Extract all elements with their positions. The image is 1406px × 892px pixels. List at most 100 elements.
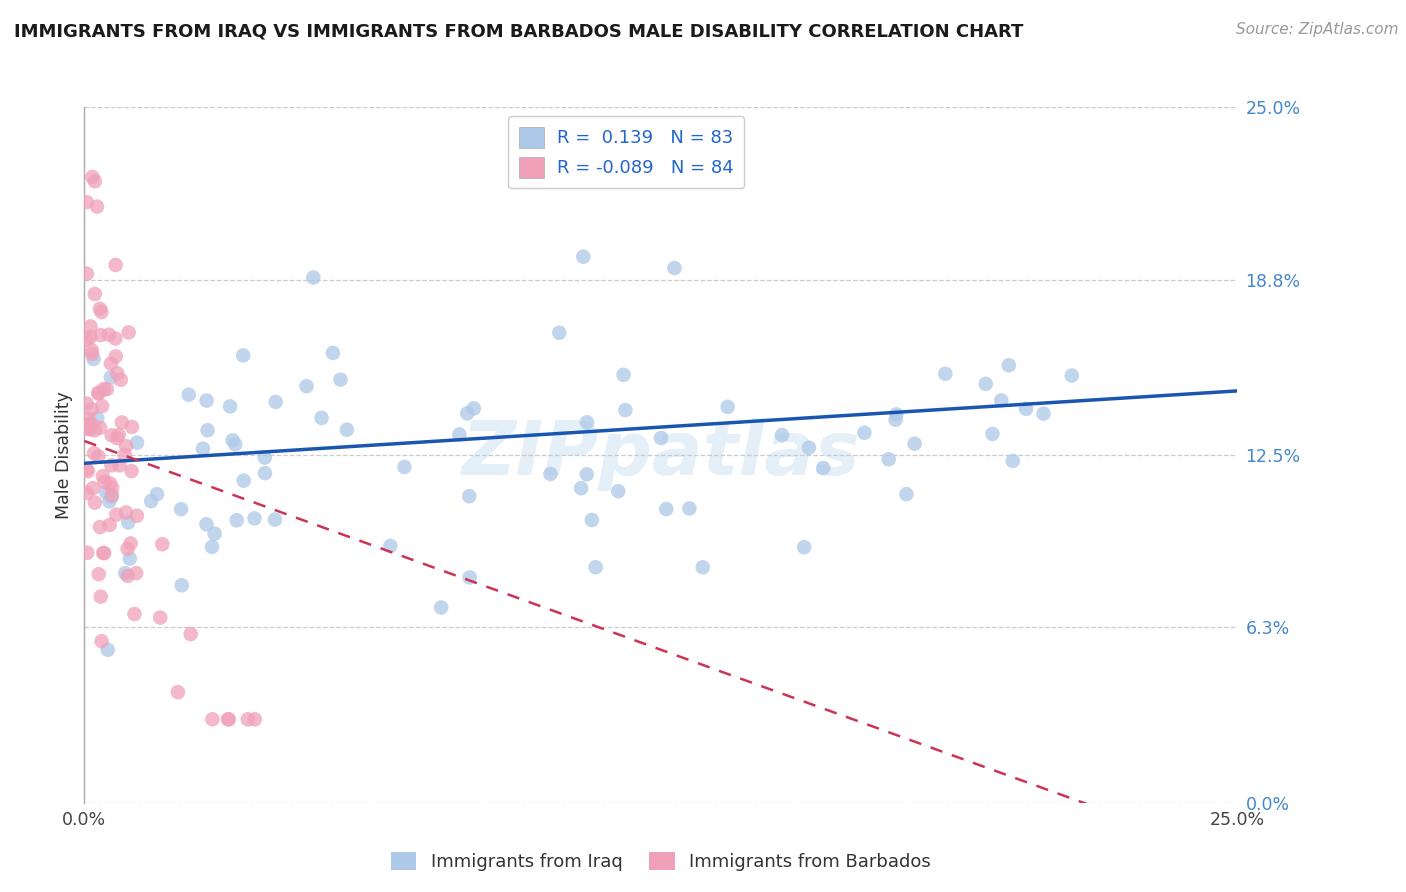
Point (217, 712, 239, 726)
Point (89, 301, 111, 316)
Point (322, 346, 344, 360)
Point (201, 540, 224, 554)
Point (115, 439, 138, 453)
Point (77, 464, 100, 478)
Point (89, 520, 111, 534)
Point (105, 508, 128, 522)
Point (114, 448, 136, 462)
Point (87, 567, 110, 582)
Point (76, 462, 98, 476)
Point (80, 343, 103, 358)
Point (177, 388, 200, 402)
Point (990, 393, 1012, 408)
Point (87, 385, 110, 400)
Text: ZIPpatlas: ZIPpatlas (461, 418, 860, 491)
Point (253, 466, 276, 480)
Point (139, 494, 162, 508)
Point (125, 508, 148, 523)
Point (664, 261, 686, 276)
Point (83, 174, 105, 188)
Point (86, 200, 108, 214)
Point (167, 685, 190, 699)
Point (195, 517, 218, 532)
Point (225, 513, 247, 527)
Point (197, 423, 219, 437)
Point (264, 513, 287, 527)
Point (170, 502, 193, 516)
Point (104, 350, 127, 364)
Point (101, 481, 124, 495)
Point (76, 486, 98, 500)
Point (115, 506, 138, 520)
Point (884, 413, 907, 427)
Point (195, 393, 218, 408)
Point (76, 333, 98, 347)
Point (585, 560, 607, 574)
Point (575, 415, 598, 429)
Point (264, 395, 287, 409)
Point (93, 546, 115, 560)
Point (93, 382, 115, 396)
Point (311, 411, 333, 425)
Point (107, 428, 129, 442)
Point (82, 481, 104, 495)
Point (678, 501, 700, 516)
Point (853, 425, 876, 440)
Point (97, 642, 120, 657)
Point (100, 370, 122, 384)
Point (100, 428, 122, 442)
Point (98, 517, 121, 532)
Point (86, 411, 108, 425)
Point (430, 600, 453, 615)
Point (118, 326, 141, 340)
Point (91, 546, 114, 560)
Point (877, 452, 900, 467)
Point (232, 474, 254, 488)
Point (1060, 368, 1083, 383)
Point (253, 450, 276, 465)
Point (302, 270, 325, 285)
Point (180, 627, 202, 641)
Point (125, 566, 148, 581)
Point (96, 382, 118, 396)
Point (191, 442, 214, 456)
Point (336, 423, 359, 437)
Point (121, 420, 143, 434)
Point (614, 403, 637, 417)
Point (120, 536, 142, 550)
Point (105, 431, 128, 445)
Point (76, 421, 98, 435)
Point (538, 467, 561, 481)
Point (934, 367, 956, 381)
Point (793, 540, 815, 554)
Point (108, 458, 131, 473)
Point (80, 417, 103, 431)
Point (104, 258, 127, 272)
Point (100, 458, 122, 473)
Point (394, 460, 416, 475)
Point (100, 490, 122, 504)
Point (79, 330, 101, 344)
Point (101, 488, 124, 502)
Point (97, 327, 120, 342)
Point (797, 441, 820, 455)
Point (1001, 454, 1024, 468)
Point (76, 396, 98, 410)
Point (981, 426, 1004, 441)
Point (612, 368, 634, 382)
Point (117, 569, 139, 583)
Point (575, 467, 598, 482)
Point (581, 513, 603, 527)
Point (458, 570, 481, 584)
Point (111, 416, 134, 430)
Point (100, 357, 122, 371)
Point (717, 400, 740, 414)
Point (90, 328, 112, 343)
Point (76, 546, 98, 560)
Text: Source: ZipAtlas.com: Source: ZipAtlas.com (1236, 22, 1399, 37)
Point (295, 379, 318, 393)
Point (224, 437, 246, 451)
Point (329, 373, 352, 387)
Point (114, 566, 136, 581)
Point (232, 348, 254, 362)
